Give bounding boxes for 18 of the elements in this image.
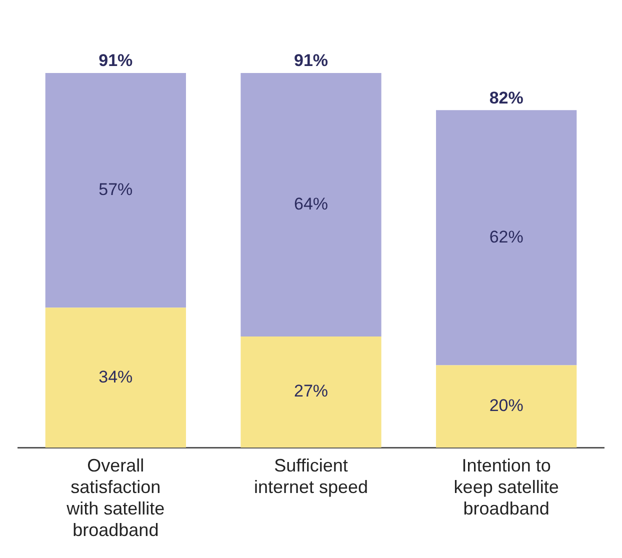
data-label: 20%: [489, 396, 524, 416]
x-tick-label: Intention to keep satellite broadband: [454, 455, 559, 519]
bar: [240, 73, 382, 336]
bar: [240, 336, 382, 448]
total-label: 91%: [294, 51, 328, 70]
data-label: 64%: [294, 194, 328, 214]
bar: [436, 110, 577, 366]
bar: [436, 365, 577, 448]
data-label: 34%: [98, 367, 133, 386]
data-label: 57%: [98, 180, 133, 200]
total-label: 91%: [98, 51, 133, 70]
x-tick-label: Overall satisfaction with satellite broadband: [66, 455, 165, 540]
data-label: 27%: [294, 382, 328, 401]
x-tick-label: Sufficient internet speed: [254, 455, 368, 497]
bar: [45, 73, 186, 308]
bar: [45, 308, 186, 448]
total-label: 82%: [489, 88, 524, 108]
data-label: 62%: [489, 227, 524, 246]
